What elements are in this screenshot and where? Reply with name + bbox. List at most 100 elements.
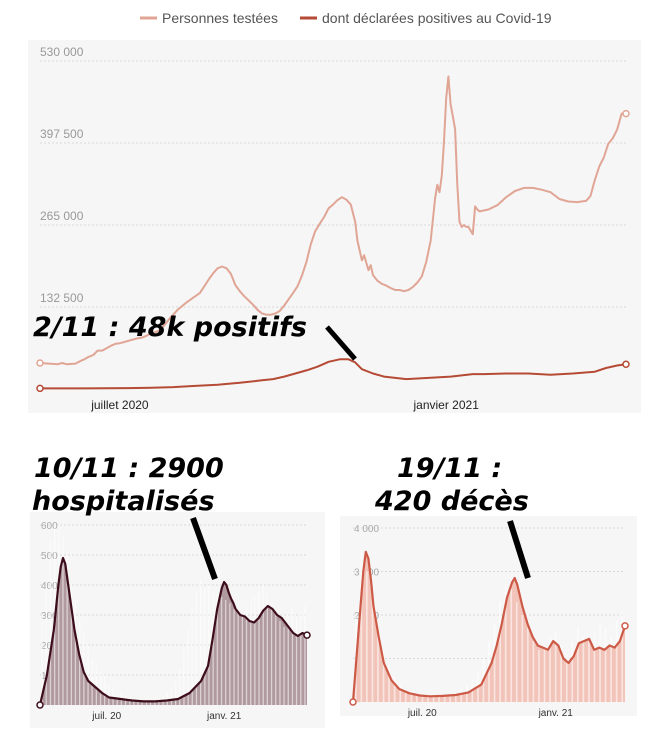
- daily-bar: [543, 645, 546, 702]
- tests-chart: 132 500 265 000 397 500 530 000 juillet 202…: [28, 10, 641, 413]
- daily-bar: [187, 630, 189, 705]
- daily-bar: [137, 699, 139, 705]
- x-tick-label: juil. 20: [407, 708, 437, 719]
- daily-bar: [571, 641, 574, 702]
- daily-bar: [87, 645, 89, 705]
- daily-bar: [145, 701, 148, 705]
- series-end-point: [622, 360, 630, 368]
- daily-bar: [70, 585, 72, 705]
- series-end-point: [621, 622, 629, 630]
- tests-chart-lines: [36, 75, 630, 393]
- daily-bar: [527, 628, 529, 702]
- deaths-chart-x-ticks: juil. 20 janv. 21: [407, 708, 573, 719]
- daily-bar: [112, 687, 114, 705]
- daily-bar: [443, 695, 446, 702]
- series-line: [351, 550, 627, 703]
- daily-bar: [588, 641, 590, 702]
- daily-bar: [460, 689, 463, 702]
- y-tick-label: 400: [41, 581, 58, 592]
- daily-bar: [212, 591, 214, 705]
- tests-chart-legend: Personnes testées dont déclarées positiv…: [140, 10, 552, 26]
- series-start-point: [36, 701, 44, 709]
- daily-bar: [74, 600, 77, 705]
- daily-bar: [275, 615, 277, 705]
- hospital-chart-x-ticks: juil. 20 janv. 21: [91, 711, 241, 722]
- y-tick-label: 397 500: [40, 127, 84, 141]
- daily-bar: [599, 623, 601, 702]
- y-tick-label: 200: [41, 641, 58, 652]
- daily-bar: [538, 649, 540, 702]
- daily-bar: [521, 615, 524, 702]
- daily-bar: [108, 684, 110, 705]
- x-tick-label: janvier 2021: [413, 398, 480, 412]
- annotation-main: 2/11 : 48k positifs: [33, 312, 307, 343]
- daily-bar: [262, 585, 264, 705]
- daily-bar: [208, 585, 210, 705]
- daily-bar: [166, 693, 168, 705]
- deaths-chart-area: [349, 550, 629, 706]
- daily-bar: [279, 621, 281, 705]
- daily-bar: [104, 675, 106, 705]
- daily-bar: [377, 623, 379, 702]
- x-tick-label: juillet 2020: [90, 398, 149, 412]
- daily-bar: [283, 627, 285, 705]
- daily-bar: [149, 701, 152, 705]
- daily-bar: [510, 588, 513, 702]
- daily-bar: [300, 612, 302, 705]
- daily-bar: [304, 606, 306, 705]
- daily-bar: [95, 666, 97, 705]
- tests-chart-panel: [28, 40, 641, 413]
- tests-chart-x-ticks: juillet 2020 janvier 2021: [90, 398, 479, 412]
- y-tick-label: 530 000: [40, 45, 84, 59]
- x-tick-label: janv. 21: [206, 711, 242, 722]
- daily-bar: [41, 615, 43, 705]
- legend-tested: Personnes testées: [162, 10, 278, 26]
- daily-bar: [179, 669, 181, 705]
- daily-bar: [504, 584, 507, 702]
- daily-bar: [287, 615, 289, 705]
- daily-bar: [410, 691, 413, 702]
- daily-bar: [577, 628, 579, 702]
- series-start-point: [36, 384, 44, 393]
- daily-bar: [416, 693, 418, 702]
- series-end-point: [622, 109, 630, 118]
- daily-bar: [393, 675, 396, 702]
- daily-bar: [141, 700, 143, 705]
- daily-bar: [615, 619, 618, 702]
- daily-bar: [291, 609, 294, 705]
- annotation-pointer-main: [325, 325, 357, 361]
- hospital-chart-bars: [40, 525, 307, 705]
- daily-bar: [565, 654, 568, 702]
- daily-bar: [621, 610, 624, 702]
- daily-bar: [183, 651, 185, 705]
- daily-bar: [62, 537, 64, 705]
- y-tick-label: 600: [41, 521, 58, 532]
- daily-bar: [449, 695, 451, 702]
- daily-bar: [250, 600, 252, 705]
- daily-bar: [191, 609, 193, 705]
- daily-bar: [49, 540, 52, 705]
- daily-bar: [432, 695, 435, 702]
- daily-bar: [91, 660, 93, 705]
- daily-bar: [499, 602, 501, 702]
- x-tick-label: janv. 21: [538, 708, 574, 719]
- annotation-hosp-line1: 10/11 : 2900: [34, 453, 224, 484]
- daily-bar: [366, 571, 368, 702]
- annotation-pointer-hosp: [190, 516, 218, 581]
- daily-bar: [488, 641, 490, 702]
- annotations: 2/11 : 48k positifs 10/11 : 2900 hospita…: [32, 312, 531, 581]
- tests-chart-grid: [40, 60, 626, 308]
- daily-bar: [604, 628, 607, 702]
- annotation-deaths-line1: 19/11 :: [397, 453, 502, 484]
- y-tick-label: 500: [41, 551, 58, 562]
- daily-bar: [170, 688, 173, 705]
- y-tick-label: 4 000: [354, 524, 379, 535]
- x-tick-label: juil. 20: [91, 711, 121, 722]
- series-line: [38, 556, 308, 706]
- daily-bar: [582, 636, 585, 703]
- daily-bar: [427, 695, 429, 702]
- daily-bar: [133, 699, 135, 705]
- daily-bar: [245, 606, 248, 705]
- daily-bar: [554, 632, 557, 702]
